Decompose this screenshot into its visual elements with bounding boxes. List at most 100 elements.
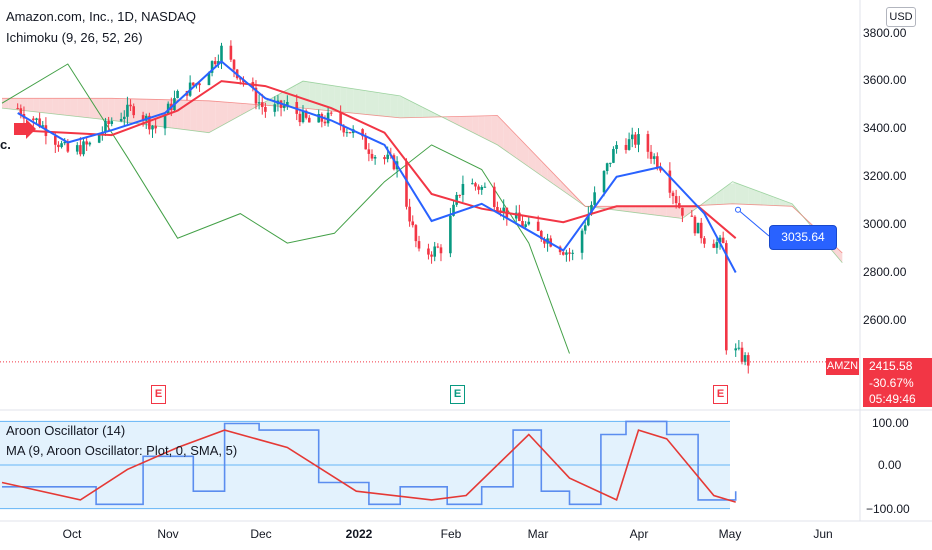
candle-body [471,183,474,185]
candle-body [126,104,129,117]
ichimoku-cloud-segment [748,187,755,205]
candle-body [587,213,590,226]
ichimoku-cloud-segment [729,182,736,204]
candle-body [119,119,123,122]
ichimoku-cloud-segment [52,98,59,115]
candle-body [35,118,38,120]
osc-axis-label: 100.00 [872,416,909,430]
ichimoku-cloud-segment [741,185,749,205]
candle-body [148,115,151,130]
ichimoku-cloud-segment [428,110,435,118]
time-axis-label: Jun [813,527,833,541]
ichimoku-legend[interactable]: Ichimoku (9, 26, 52, 26) [6,30,143,45]
ichimoku-cloud-segment [371,91,379,116]
ichimoku-cloud-segment [773,196,780,206]
ichimoku-cloud-segment [509,128,517,159]
candle-body [41,125,45,127]
candle-body [671,192,675,197]
candle-body [721,237,725,244]
candle-body [458,194,462,196]
candle-body [405,161,408,207]
senkou-span-b [2,97,843,254]
candle-body [66,141,70,152]
ichimoku-cloud-segment [503,121,510,154]
candle-body [725,243,728,351]
ichimoku-cloud-segment [246,103,253,113]
candle-body [373,157,377,159]
ichimoku-cloud-segment [710,193,717,205]
ichimoku-cloud-segment [760,192,768,206]
conversion-line [17,60,737,273]
arrow-marker [14,119,36,139]
ichimoku-cloud-segment [296,81,304,109]
earnings-mark[interactable]: E [151,385,166,404]
callout-connector [737,209,770,237]
ichimoku-cloud-segment [785,201,793,207]
price-axis-label: 3200.00 [863,169,907,183]
ichimoku-cloud-segment [541,160,548,180]
candle-body [433,246,437,257]
price-axis-label: 2800.00 [863,265,907,279]
candle-body [392,155,396,170]
ichimoku-cloud-segment [666,206,674,218]
ichimoku-cloud-segment [779,199,786,207]
ichimoku-cloud-segment [403,97,410,118]
candle-body [483,186,487,188]
candle-body [361,129,364,137]
ichimoku-cloud-segment [45,98,53,114]
candle-body [342,125,346,133]
ichimoku-cloud-segment [560,180,567,194]
price-axis-label: 3400.00 [863,121,907,135]
candle-body [97,135,101,143]
candle-body [107,120,110,124]
candle-body [583,225,587,231]
ichimoku-cloud-segment [58,98,65,116]
candle-body [524,224,527,227]
candle-body [615,144,618,149]
price-callout[interactable]: 3035.64 [769,225,837,250]
ichimoku-cloud-segment [365,90,372,116]
candle-body [367,149,371,154]
candle-body [141,115,145,121]
candle-body [57,144,60,148]
earnings-mark[interactable]: E [713,385,728,404]
candle-body [474,183,477,187]
ichimoku-cloud-segment [566,186,573,198]
ichimoku-cloud-segment [340,86,347,113]
lagging-span [1,63,570,354]
candle-body [122,116,126,120]
candle-body [326,112,330,124]
ichimoku-cloud-segment [96,98,103,120]
candle-body [260,102,264,107]
currency-button[interactable]: USD [886,7,916,27]
candle-body [568,252,571,254]
ichimoku-cloud-segment [397,95,404,118]
candle-body [502,207,505,213]
ichimoku-cloud-segment [447,116,454,123]
candle-body [605,163,609,172]
candle-body [521,221,524,227]
time-axis-label: Feb [440,527,462,541]
time-axis-label: Nov [157,527,179,541]
candle-body [580,230,584,253]
candle-body [63,141,67,144]
candle-body [496,206,499,211]
candle-body [301,110,305,123]
ichimoku-cloud-segment [641,206,648,215]
candle-body [198,83,201,86]
candle-body [75,145,79,152]
ichimoku-cloud-segment [491,115,498,145]
ichimoku-cloud-segment [685,205,692,217]
ichimoku-cloud-segment [767,194,774,206]
candle-body [439,247,443,254]
aroon-legend[interactable]: Aroon Oscillator (14) [6,423,126,438]
aroon-ma-legend[interactable]: MA (9, Aroon Oscillator: Plot, 0, SMA, 5… [6,443,238,458]
ichimoku-cloud-segment [497,115,504,150]
candle-body [54,136,57,145]
earnings-mark[interactable]: E [450,385,465,404]
ichimoku-cloud-segment [359,89,366,115]
ichimoku-cloud-segment [70,98,78,117]
left-cut-label: c. [0,137,11,152]
candle-body [480,187,484,190]
